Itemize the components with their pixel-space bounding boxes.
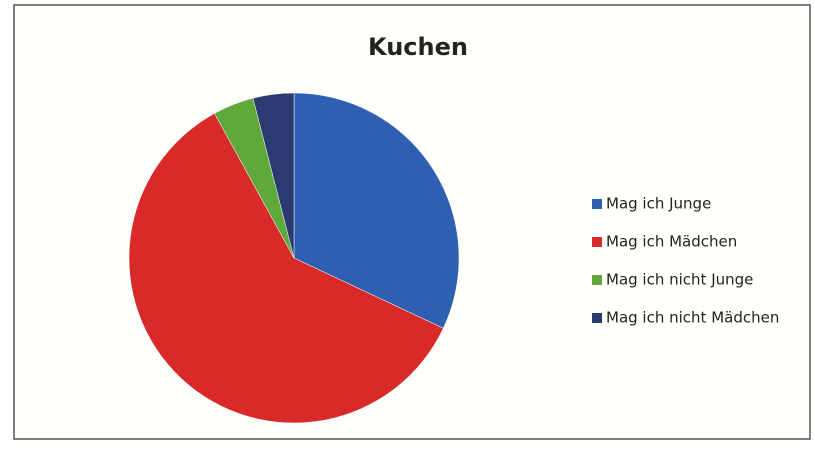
pie-slice [128,113,444,424]
legend-label: Mag ich nicht Junge [606,271,753,289]
legend-label: Mag ich Junge [606,195,711,213]
legend-label: Mag ich nicht Mädchen [606,309,779,327]
legend-label: Mag ich Mädchen [606,233,737,251]
pie-slice [252,92,295,259]
legend-swatch [592,199,602,209]
legend-swatch [592,275,602,285]
legend-swatch [592,237,602,247]
chart-title: Kuchen [368,33,468,61]
legend-swatch [592,313,602,323]
pie-slice [293,92,460,329]
